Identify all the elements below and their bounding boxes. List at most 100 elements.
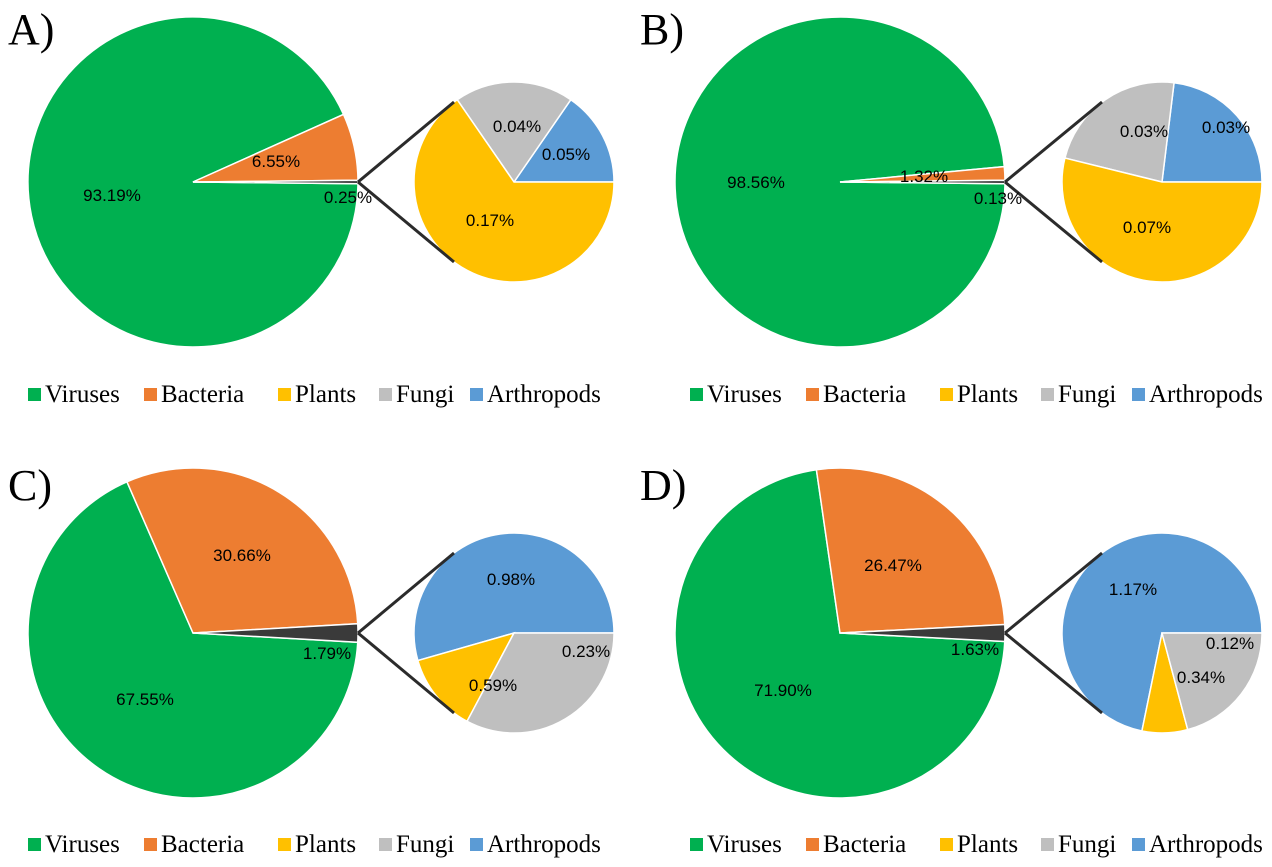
sub-slice-arthropods: [1161, 81, 1263, 183]
connector-line-bottom: [1004, 180, 1103, 264]
sub-slice-fungi: [1161, 632, 1263, 731]
data-label-arthropods: 0.03%: [1202, 118, 1250, 137]
data-label-other: 1.79%: [303, 644, 351, 663]
legend-swatch-fungi: [1041, 838, 1054, 851]
panel-b: B) 98.56% 1.32% 0.13% 0.03% 0.03% 0.07% Viruses…: [640, 5, 1263, 408]
panel-label: B): [640, 5, 684, 54]
legend-swatch-fungi: [379, 388, 392, 401]
data-label-viruses: 98.56%: [727, 173, 785, 192]
data-label-plants: 0.12%: [1206, 634, 1254, 653]
main-slice-bacteria: [815, 467, 1006, 634]
data-label-fungi: 0.34%: [1177, 668, 1225, 687]
legend-swatch-plants: [940, 388, 953, 401]
legend-label-bacteria: Bacteria: [823, 831, 906, 858]
data-label-fungi: 0.05%: [542, 145, 590, 164]
panel-a: A) 93.19% 6.55% 0.25% 0.04%0.05% 0.17% Viruses…: [8, 5, 615, 408]
data-label-viruses: 93.19%: [83, 186, 141, 205]
data-label-other: 0.13%: [974, 189, 1022, 208]
legend: Viruses Bacteria Plants Fungi Arthropods: [28, 831, 601, 858]
legend-label-arthropods: Arthropods: [487, 381, 601, 408]
data-label-other: 1.63%: [951, 640, 999, 659]
legend-swatch-viruses: [690, 388, 703, 401]
legend-label-viruses: Viruses: [45, 831, 120, 858]
data-label-bacteria: 30.66%: [213, 546, 271, 565]
legend-label-viruses: Viruses: [707, 381, 782, 408]
legend-swatch-viruses: [28, 388, 41, 401]
legend-label-arthropods: Arthropods: [487, 831, 601, 858]
legend-label-plants: Plants: [295, 831, 356, 858]
connector-line-bottom: [1004, 631, 1103, 715]
sub-slice-fungi: [456, 81, 572, 184]
legend-label-bacteria: Bacteria: [161, 381, 244, 408]
main-slice-viruses: [27, 480, 359, 799]
legend-swatch-arthropods: [470, 838, 483, 851]
legend-label-fungi: Fungi: [1058, 831, 1116, 858]
data-label-arthropods: 0.04%: [493, 117, 541, 136]
data-label-bacteria: 26.47%: [864, 556, 922, 575]
main-slice-other: [192, 622, 359, 644]
legend-label-plants: Plants: [957, 381, 1018, 408]
panel-label: D): [640, 461, 686, 510]
data-label-bacteria: 1.32%: [900, 167, 948, 186]
data-label-fungi: 0.59%: [469, 676, 517, 695]
sub-slice-plants: [1061, 157, 1263, 283]
legend-label-viruses: Viruses: [707, 831, 782, 858]
connector-line-top: [357, 100, 455, 184]
legend-swatch-arthropods: [1132, 388, 1145, 401]
legend-swatch-bacteria: [806, 838, 819, 851]
legend-swatch-bacteria: [144, 388, 157, 401]
sub-slice-fungi: [1064, 81, 1175, 183]
data-label-plants: 0.07%: [1123, 218, 1171, 237]
panel-label: C): [8, 461, 52, 510]
data-label-plants: 0.23%: [562, 642, 610, 661]
legend-swatch-fungi: [1041, 388, 1054, 401]
legend-label-viruses: Viruses: [45, 381, 120, 408]
main-slice-viruses: [674, 468, 1006, 799]
legend: Viruses Bacteria Plants Fungi Arthropods: [690, 831, 1263, 858]
legend-swatch-bacteria: [806, 388, 819, 401]
legend-label-plants: Plants: [957, 831, 1018, 858]
legend: Viruses Bacteria Plants Fungi Arthropods: [690, 381, 1263, 408]
legend-label-bacteria: Bacteria: [823, 381, 906, 408]
sub-slice-plants: [416, 631, 516, 723]
connector-line-bottom: [357, 180, 455, 264]
legend-label-arthropods: Arthropods: [1149, 831, 1263, 858]
data-label-viruses: 71.90%: [754, 681, 812, 700]
legend-swatch-bacteria: [144, 838, 157, 851]
legend-swatch-plants: [278, 838, 291, 851]
panel-d: D) 71.90% 26.47% 1.63% 1.17% 0.12% 0.34% Viruse…: [640, 461, 1263, 858]
connector-line-top: [1004, 100, 1103, 184]
data-label-other: 0.25%: [324, 188, 372, 207]
legend-label-fungi: Fungi: [396, 831, 454, 858]
sub-slice-arthropods: [413, 532, 615, 662]
main-slice-other: [839, 623, 1006, 643]
legend-label-plants: Plants: [295, 381, 356, 408]
sub-slice-plants: [413, 98, 615, 283]
legend-swatch-plants: [940, 838, 953, 851]
sub-slice-fungi: [466, 632, 615, 734]
data-label-viruses: 67.55%: [116, 690, 174, 709]
data-label-arthropods: 1.17%: [1109, 580, 1157, 599]
data-label-bacteria: 6.55%: [252, 152, 300, 171]
legend-swatch-viruses: [28, 838, 41, 851]
connector-line-bottom: [357, 631, 455, 715]
legend-swatch-arthropods: [1132, 838, 1145, 851]
legend-swatch-fungi: [379, 838, 392, 851]
connector-line-top: [1004, 551, 1103, 635]
legend-swatch-arthropods: [470, 388, 483, 401]
data-label-fungi: 0.03%: [1120, 122, 1168, 141]
connector-line-top: [357, 551, 455, 635]
legend-label-bacteria: Bacteria: [161, 831, 244, 858]
legend-swatch-viruses: [690, 838, 703, 851]
panel-c: C) 67.55% 30.66% 1.79% 0.98% 0.23% 0.59% Viruse…: [8, 461, 615, 858]
legend-label-fungi: Fungi: [396, 381, 454, 408]
legend-label-arthropods: Arthropods: [1149, 381, 1263, 408]
panel-label: A): [8, 5, 54, 54]
data-label-plants: 0.17%: [466, 211, 514, 230]
legend-swatch-plants: [278, 388, 291, 401]
sub-slice-arthropods: [512, 98, 615, 183]
legend-label-fungi: Fungi: [1058, 381, 1116, 408]
data-label-arthropods: 0.98%: [487, 570, 535, 589]
main-slice-bacteria: [125, 467, 359, 634]
